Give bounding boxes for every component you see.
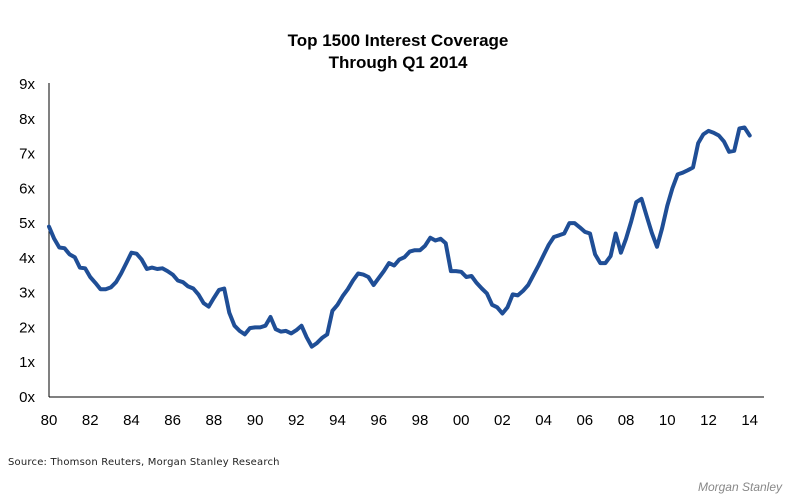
x-tick-label: 80 [41, 412, 58, 429]
x-tick-label: 12 [700, 412, 717, 429]
y-tick-label: 0x [19, 389, 35, 406]
x-tick-label: 00 [453, 412, 470, 429]
x-tick-label: 02 [494, 412, 511, 429]
brand-watermark: Morgan Stanley [697, 480, 782, 494]
x-tick-label: 88 [206, 412, 223, 429]
x-tick-label: 06 [576, 412, 593, 429]
x-tick-label: 96 [370, 412, 387, 429]
y-tick-labels: 0x 1x 2x 3x 4x 5x 6x 7x 8x 9x [19, 76, 35, 406]
y-tick-label: 7x [19, 146, 35, 163]
x-tick-label: 14 [741, 412, 758, 429]
x-tick-label: 08 [618, 412, 635, 429]
x-tick-label: 94 [329, 412, 346, 429]
chart-title-line-1: Top 1500 Interest Coverage [288, 31, 509, 50]
x-tick-label: 04 [535, 412, 552, 429]
y-tick-label: 6x [19, 180, 35, 197]
y-tick-label: 9x [19, 76, 35, 93]
y-tick-label: 1x [19, 354, 35, 371]
x-tick-label: 10 [659, 412, 676, 429]
y-tick-label: 3x [19, 285, 35, 302]
series-line-interest-coverage [47, 125, 752, 349]
x-tick-label: 82 [82, 412, 99, 429]
source-note: Source: Thomson Reuters, Morgan Stanley … [8, 457, 280, 468]
x-tick-label: 90 [247, 412, 264, 429]
x-tick-label: 98 [412, 412, 429, 429]
x-tick-labels: 80 82 84 86 88 90 92 94 96 98 00 02 04 06 08 10 12 14 [41, 412, 758, 429]
chart-title-line-2: Through Q1 2014 [329, 53, 468, 72]
x-tick-label: 86 [164, 412, 181, 429]
x-tick-label: 84 [123, 412, 140, 429]
y-tick-label: 2x [19, 319, 35, 336]
y-tick-label: 5x [19, 215, 35, 232]
y-tick-label: 4x [19, 250, 35, 267]
y-tick-label: 8x [19, 111, 35, 128]
x-tick-label: 92 [288, 412, 305, 429]
